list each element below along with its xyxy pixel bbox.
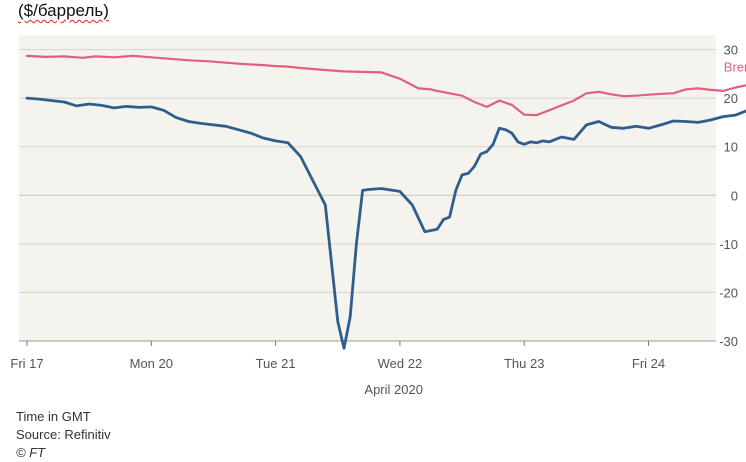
x-tick-label: Mon 20	[130, 356, 173, 371]
x-axis: Fri 17 Mon 20 Tue 21 Wed 22 Thu 23 Fri 24	[10, 340, 716, 371]
y-tick-label: 30	[724, 43, 738, 58]
y-tick-label: -10	[719, 237, 738, 252]
x-tick-label: Wed 22	[378, 356, 423, 371]
y-tick-label: 0	[731, 188, 738, 203]
x-tick-label: Thu 23	[504, 356, 544, 371]
y-axis-tick-labels: 30 20 10 0 -10 -20 -30	[719, 43, 738, 349]
series-labels: Brent crude (London)WTI (New York)	[724, 59, 746, 74]
time-note: Time in GMT	[16, 409, 91, 424]
y-tick-label: -30	[719, 334, 738, 349]
source-note: Source: Refinitiv	[16, 427, 111, 442]
series-line-wti	[25, 96, 746, 350]
x-axis-title: April 2020	[364, 382, 423, 397]
y-tick-label: 20	[724, 91, 738, 106]
plot-area	[19, 35, 716, 341]
series-label-brent: Brent crude (London)	[724, 59, 746, 74]
y-tick-label: -20	[719, 285, 738, 300]
x-tick-label: Tue 21	[256, 356, 296, 371]
x-tick-label: Fri 17	[10, 356, 43, 371]
chart-title: ($/баррель)	[18, 1, 109, 20]
plot-background	[19, 35, 716, 341]
copyright-note: © FT	[16, 445, 46, 460]
x-tick-label: Fri 24	[632, 356, 665, 371]
y-tick-label: 10	[724, 140, 738, 155]
series-line-brent	[25, 54, 746, 117]
series-lines	[25, 54, 746, 350]
line-chart: 30 20 10 0 -10 -20 -30 Fri 17 Mon 20 Tue 21 Wed 2…	[10, 35, 746, 397]
